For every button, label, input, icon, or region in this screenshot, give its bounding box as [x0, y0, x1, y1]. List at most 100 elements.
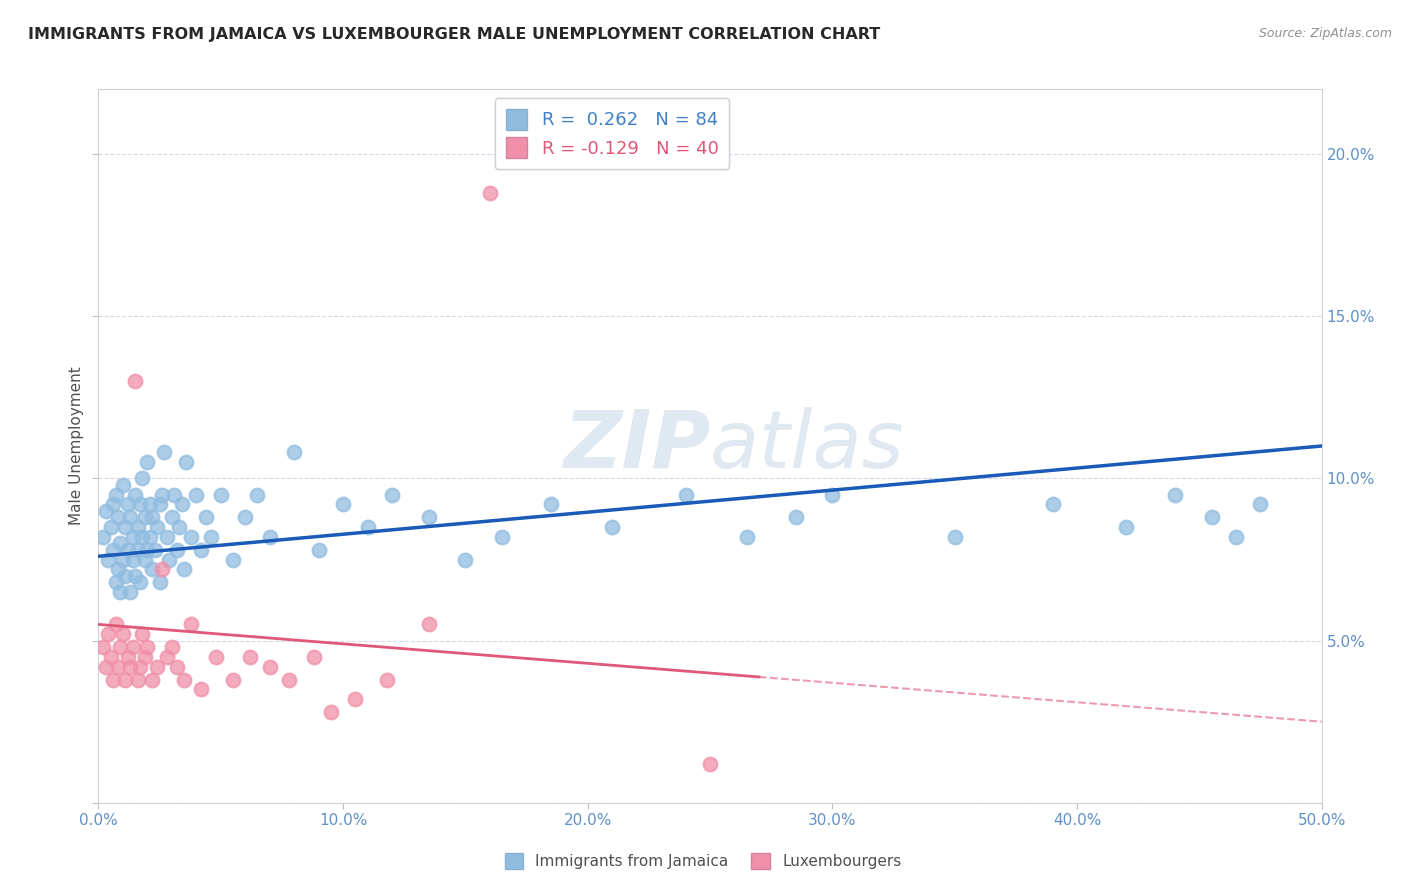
Point [114, 673, 136, 687]
Point [124, 374, 146, 388]
Point [134, 510, 156, 524]
Legend: Immigrants from Jamaica, Luxembourgers: Immigrants from Jamaica, Luxembourgers [499, 847, 907, 875]
Point [735, 530, 758, 544]
Point [1115, 520, 1137, 534]
Point [104, 488, 127, 502]
Point [120, 585, 142, 599]
Point [136, 542, 159, 557]
Point [190, 542, 212, 557]
Point [91, 530, 114, 544]
Point [97, 627, 120, 641]
Point [308, 542, 330, 557]
Point [156, 530, 179, 544]
Point [157, 552, 180, 566]
Point [233, 510, 256, 524]
Point [170, 497, 193, 511]
Point [136, 640, 159, 654]
Point [246, 488, 269, 502]
Point [150, 562, 173, 576]
Point [111, 478, 134, 492]
Point [1201, 510, 1223, 524]
Point [134, 649, 156, 664]
Point [149, 575, 172, 590]
Point [97, 552, 120, 566]
Point [166, 659, 188, 673]
Point [1042, 497, 1064, 511]
Point [121, 530, 143, 544]
Point [121, 552, 143, 566]
Point [94, 504, 117, 518]
Point [146, 659, 169, 673]
Point [111, 627, 134, 641]
Point [821, 488, 844, 502]
Point [278, 673, 301, 687]
Text: IMMIGRANTS FROM JAMAICA VS LUXEMBOURGER MALE UNEMPLOYMENT CORRELATION CHART: IMMIGRANTS FROM JAMAICA VS LUXEMBOURGER … [28, 27, 880, 42]
Point [114, 520, 136, 534]
Point [163, 488, 186, 502]
Point [141, 562, 163, 576]
Point [491, 530, 513, 544]
Point [139, 497, 162, 511]
Point [173, 673, 195, 687]
Point [180, 530, 202, 544]
Point [153, 445, 176, 459]
Point [176, 455, 198, 469]
Point [190, 682, 212, 697]
Text: Source: ZipAtlas.com: Source: ZipAtlas.com [1258, 27, 1392, 40]
Point [699, 756, 721, 771]
Legend: R =  0.262   N = 84, R = -0.129   N = 40: R = 0.262 N = 84, R = -0.129 N = 40 [495, 98, 730, 169]
Point [131, 471, 153, 485]
Point [110, 640, 132, 654]
Point [195, 510, 218, 524]
Point [134, 552, 156, 566]
Point [418, 510, 440, 524]
Text: atlas: atlas [710, 407, 905, 485]
Point [540, 497, 562, 511]
Point [104, 575, 127, 590]
Point [120, 510, 142, 524]
Point [1225, 530, 1247, 544]
Point [454, 552, 477, 566]
Point [141, 510, 163, 524]
Point [100, 649, 122, 664]
Point [100, 520, 122, 534]
Point [302, 649, 325, 664]
Point [120, 659, 142, 673]
Point [332, 497, 354, 511]
Point [110, 585, 132, 599]
Point [146, 520, 169, 534]
Point [131, 627, 153, 641]
Point [111, 552, 134, 566]
Point [283, 445, 305, 459]
Point [110, 536, 132, 550]
Y-axis label: Male Unemployment: Male Unemployment [69, 367, 84, 525]
Point [167, 520, 190, 534]
Point [675, 488, 697, 502]
Point [156, 649, 179, 664]
Point [141, 673, 163, 687]
Point [129, 575, 152, 590]
Point [117, 497, 139, 511]
Point [200, 530, 222, 544]
Point [239, 649, 262, 664]
Point [129, 497, 152, 511]
Point [160, 510, 183, 524]
Point [319, 705, 342, 719]
Point [107, 659, 129, 673]
Point [143, 542, 166, 557]
Text: ZIP: ZIP [562, 407, 710, 485]
Point [124, 568, 146, 582]
Point [222, 673, 245, 687]
Point [149, 497, 172, 511]
Point [600, 520, 623, 534]
Point [259, 659, 281, 673]
Point [91, 640, 114, 654]
Point [104, 617, 127, 632]
Point [117, 649, 139, 664]
Point [127, 542, 149, 557]
Point [107, 510, 129, 524]
Point [180, 617, 202, 632]
Point [785, 510, 807, 524]
Point [107, 562, 129, 576]
Point [101, 673, 124, 687]
